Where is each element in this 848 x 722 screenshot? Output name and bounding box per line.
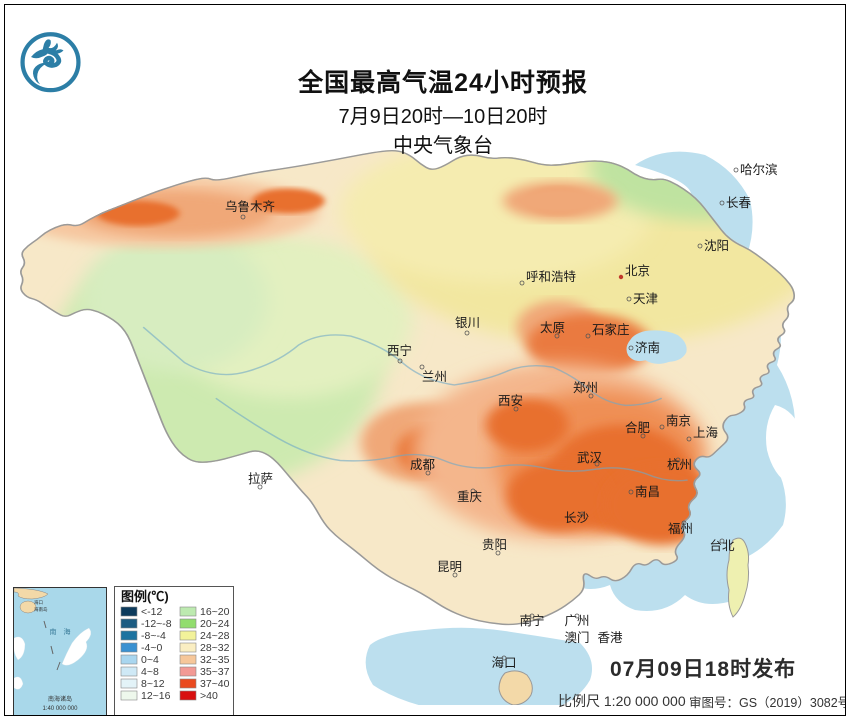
svg-text:沈阳: 沈阳 [704,238,729,253]
svg-text:上海: 上海 [693,425,719,440]
svg-text:西安: 西安 [498,393,523,408]
svg-text:呼和浩特: 呼和浩特 [526,269,576,284]
svg-text:长春: 长春 [726,196,752,210]
svg-text:南京: 南京 [666,413,691,428]
svg-text:银川: 银川 [455,316,480,330]
svg-text:石家庄: 石家庄 [592,322,630,337]
svg-text:兰州: 兰州 [422,370,447,384]
svg-text:成都: 成都 [410,458,436,472]
svg-text:合肥: 合肥 [625,420,651,435]
svg-text:南宁: 南宁 [519,613,544,628]
svg-text:昆明: 昆明 [437,560,462,574]
svg-text:哈尔滨: 哈尔滨 [740,162,778,177]
svg-text:乌鲁木齐: 乌鲁木齐 [225,199,276,214]
svg-text:福州: 福州 [668,521,693,536]
svg-text:台北: 台北 [709,538,735,553]
svg-text:海口: 海口 [491,655,516,670]
svg-text:广州: 广州 [564,614,589,628]
svg-text:长沙: 长沙 [564,511,590,525]
svg-text:澳门: 澳门 [564,630,589,645]
svg-text:杭州: 杭州 [667,457,692,472]
svg-text:南昌: 南昌 [635,484,660,499]
svg-text:北京: 北京 [625,264,650,278]
svg-text:郑州: 郑州 [573,380,598,395]
svg-text:武汉: 武汉 [577,451,603,465]
svg-text:香港: 香港 [597,631,623,645]
svg-text:重庆: 重庆 [457,489,483,504]
svg-text:拉萨: 拉萨 [248,471,273,486]
svg-text:太原: 太原 [540,320,565,335]
svg-text:西宁: 西宁 [387,343,412,358]
svg-text:济南: 济南 [635,340,660,355]
svg-text:天津: 天津 [633,292,658,306]
svg-text:贵阳: 贵阳 [482,538,507,552]
